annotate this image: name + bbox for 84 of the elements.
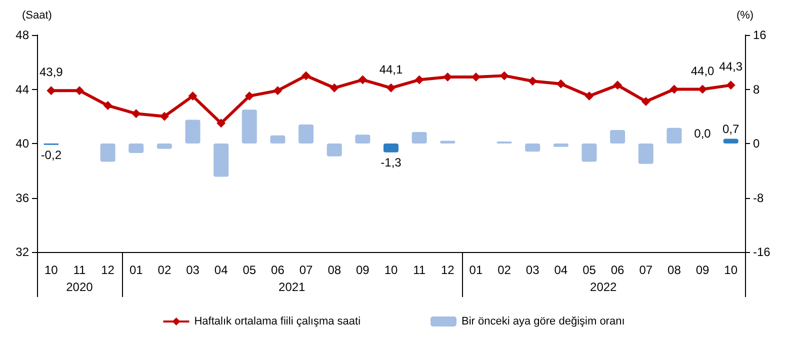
bar	[156, 144, 172, 149]
point	[216, 118, 226, 128]
x-tick-label: 02	[158, 263, 172, 277]
x-tick-label: 07	[299, 263, 314, 277]
bar	[384, 144, 398, 152]
text: 2021	[278, 280, 306, 294]
bar	[270, 135, 286, 144]
x-tick-label: 10	[44, 263, 58, 277]
bar	[128, 144, 144, 153]
bar	[185, 120, 200, 144]
bar	[582, 144, 597, 162]
text: 2020	[66, 280, 93, 294]
bar	[214, 144, 229, 177]
point	[726, 80, 736, 90]
point	[386, 83, 396, 92]
data-label: -1,3	[380, 155, 402, 170]
point	[584, 92, 594, 101]
x-tick-label: 12	[440, 263, 455, 277]
legend-label: Haftalık ortalama fiili çalışma saati	[194, 316, 361, 328]
x-tick-label: 05	[582, 263, 596, 277]
x-tick-label: 11	[413, 263, 426, 277]
bar	[355, 134, 370, 144]
point	[698, 84, 708, 94]
legend-label: Bir önceki aya göre değişim oranı	[462, 316, 625, 328]
bar	[610, 130, 626, 144]
point	[302, 71, 311, 80]
y2-tick-label: 8	[753, 82, 760, 96]
data-label: 44,3	[719, 60, 743, 74]
x-tick-label: 06	[271, 263, 285, 277]
x-tick-label: 04	[554, 263, 568, 277]
bar	[723, 138, 738, 144]
point	[188, 92, 198, 101]
y2-tick-label: 16	[753, 28, 767, 42]
point	[641, 96, 650, 106]
point	[358, 75, 368, 84]
data-label: 44,1	[379, 62, 403, 76]
point	[613, 80, 622, 90]
y2-axis-title: (%)	[736, 10, 754, 22]
x-tick-label: 02	[498, 263, 512, 277]
point	[103, 101, 112, 110]
point	[273, 86, 282, 96]
y-tick-label: 48	[16, 28, 30, 42]
y-tick-label: 36	[16, 190, 30, 205]
data-label: 43,9	[39, 65, 64, 80]
x-tick-label: 09	[696, 263, 710, 277]
x-tick-label: 01	[469, 263, 483, 277]
x-tick-label: 08	[668, 263, 682, 277]
x-tick-label: 01	[129, 263, 144, 277]
y-axis-title: (Saat)	[22, 10, 52, 22]
y-tick-label: 40	[16, 136, 30, 150]
bar	[440, 140, 456, 144]
bar	[525, 144, 540, 152]
data-label: 0,0	[694, 126, 712, 140]
point	[414, 75, 424, 84]
text: 2022	[590, 280, 617, 294]
x-tick-label: 10	[724, 263, 738, 277]
x-tick-label: 05	[242, 263, 256, 277]
data-label: 44,0	[690, 64, 715, 78]
x-tick-label: 09	[356, 263, 370, 277]
y2-tick-label: -8	[753, 190, 764, 205]
bar	[242, 110, 257, 144]
x-tick-label: 11	[73, 263, 86, 277]
x-tick-label: 12	[101, 263, 115, 277]
x-tick-label: 04	[214, 263, 228, 277]
x-tick-label: 07	[639, 263, 653, 277]
bar	[638, 144, 654, 164]
bar	[298, 124, 314, 144]
point	[330, 83, 339, 92]
y-tick-label: 44	[16, 82, 30, 96]
data-label: -0,2	[40, 148, 62, 162]
x-tick-label: 08	[328, 263, 342, 277]
data-label: 0,7	[722, 122, 740, 136]
point	[244, 92, 254, 101]
y2-tick-label: 0	[753, 136, 760, 150]
y-tick-label: 32	[16, 245, 30, 259]
bar	[100, 144, 116, 162]
x-tick-label: 03	[186, 263, 200, 277]
bar	[326, 144, 342, 156]
x-tick-label: 03	[526, 263, 540, 277]
x-tick-label: 06	[610, 263, 625, 277]
y2-tick-label: -16	[753, 245, 771, 259]
x-tick-label: 10	[384, 263, 398, 277]
bar	[666, 128, 682, 144]
bar	[412, 132, 427, 144]
